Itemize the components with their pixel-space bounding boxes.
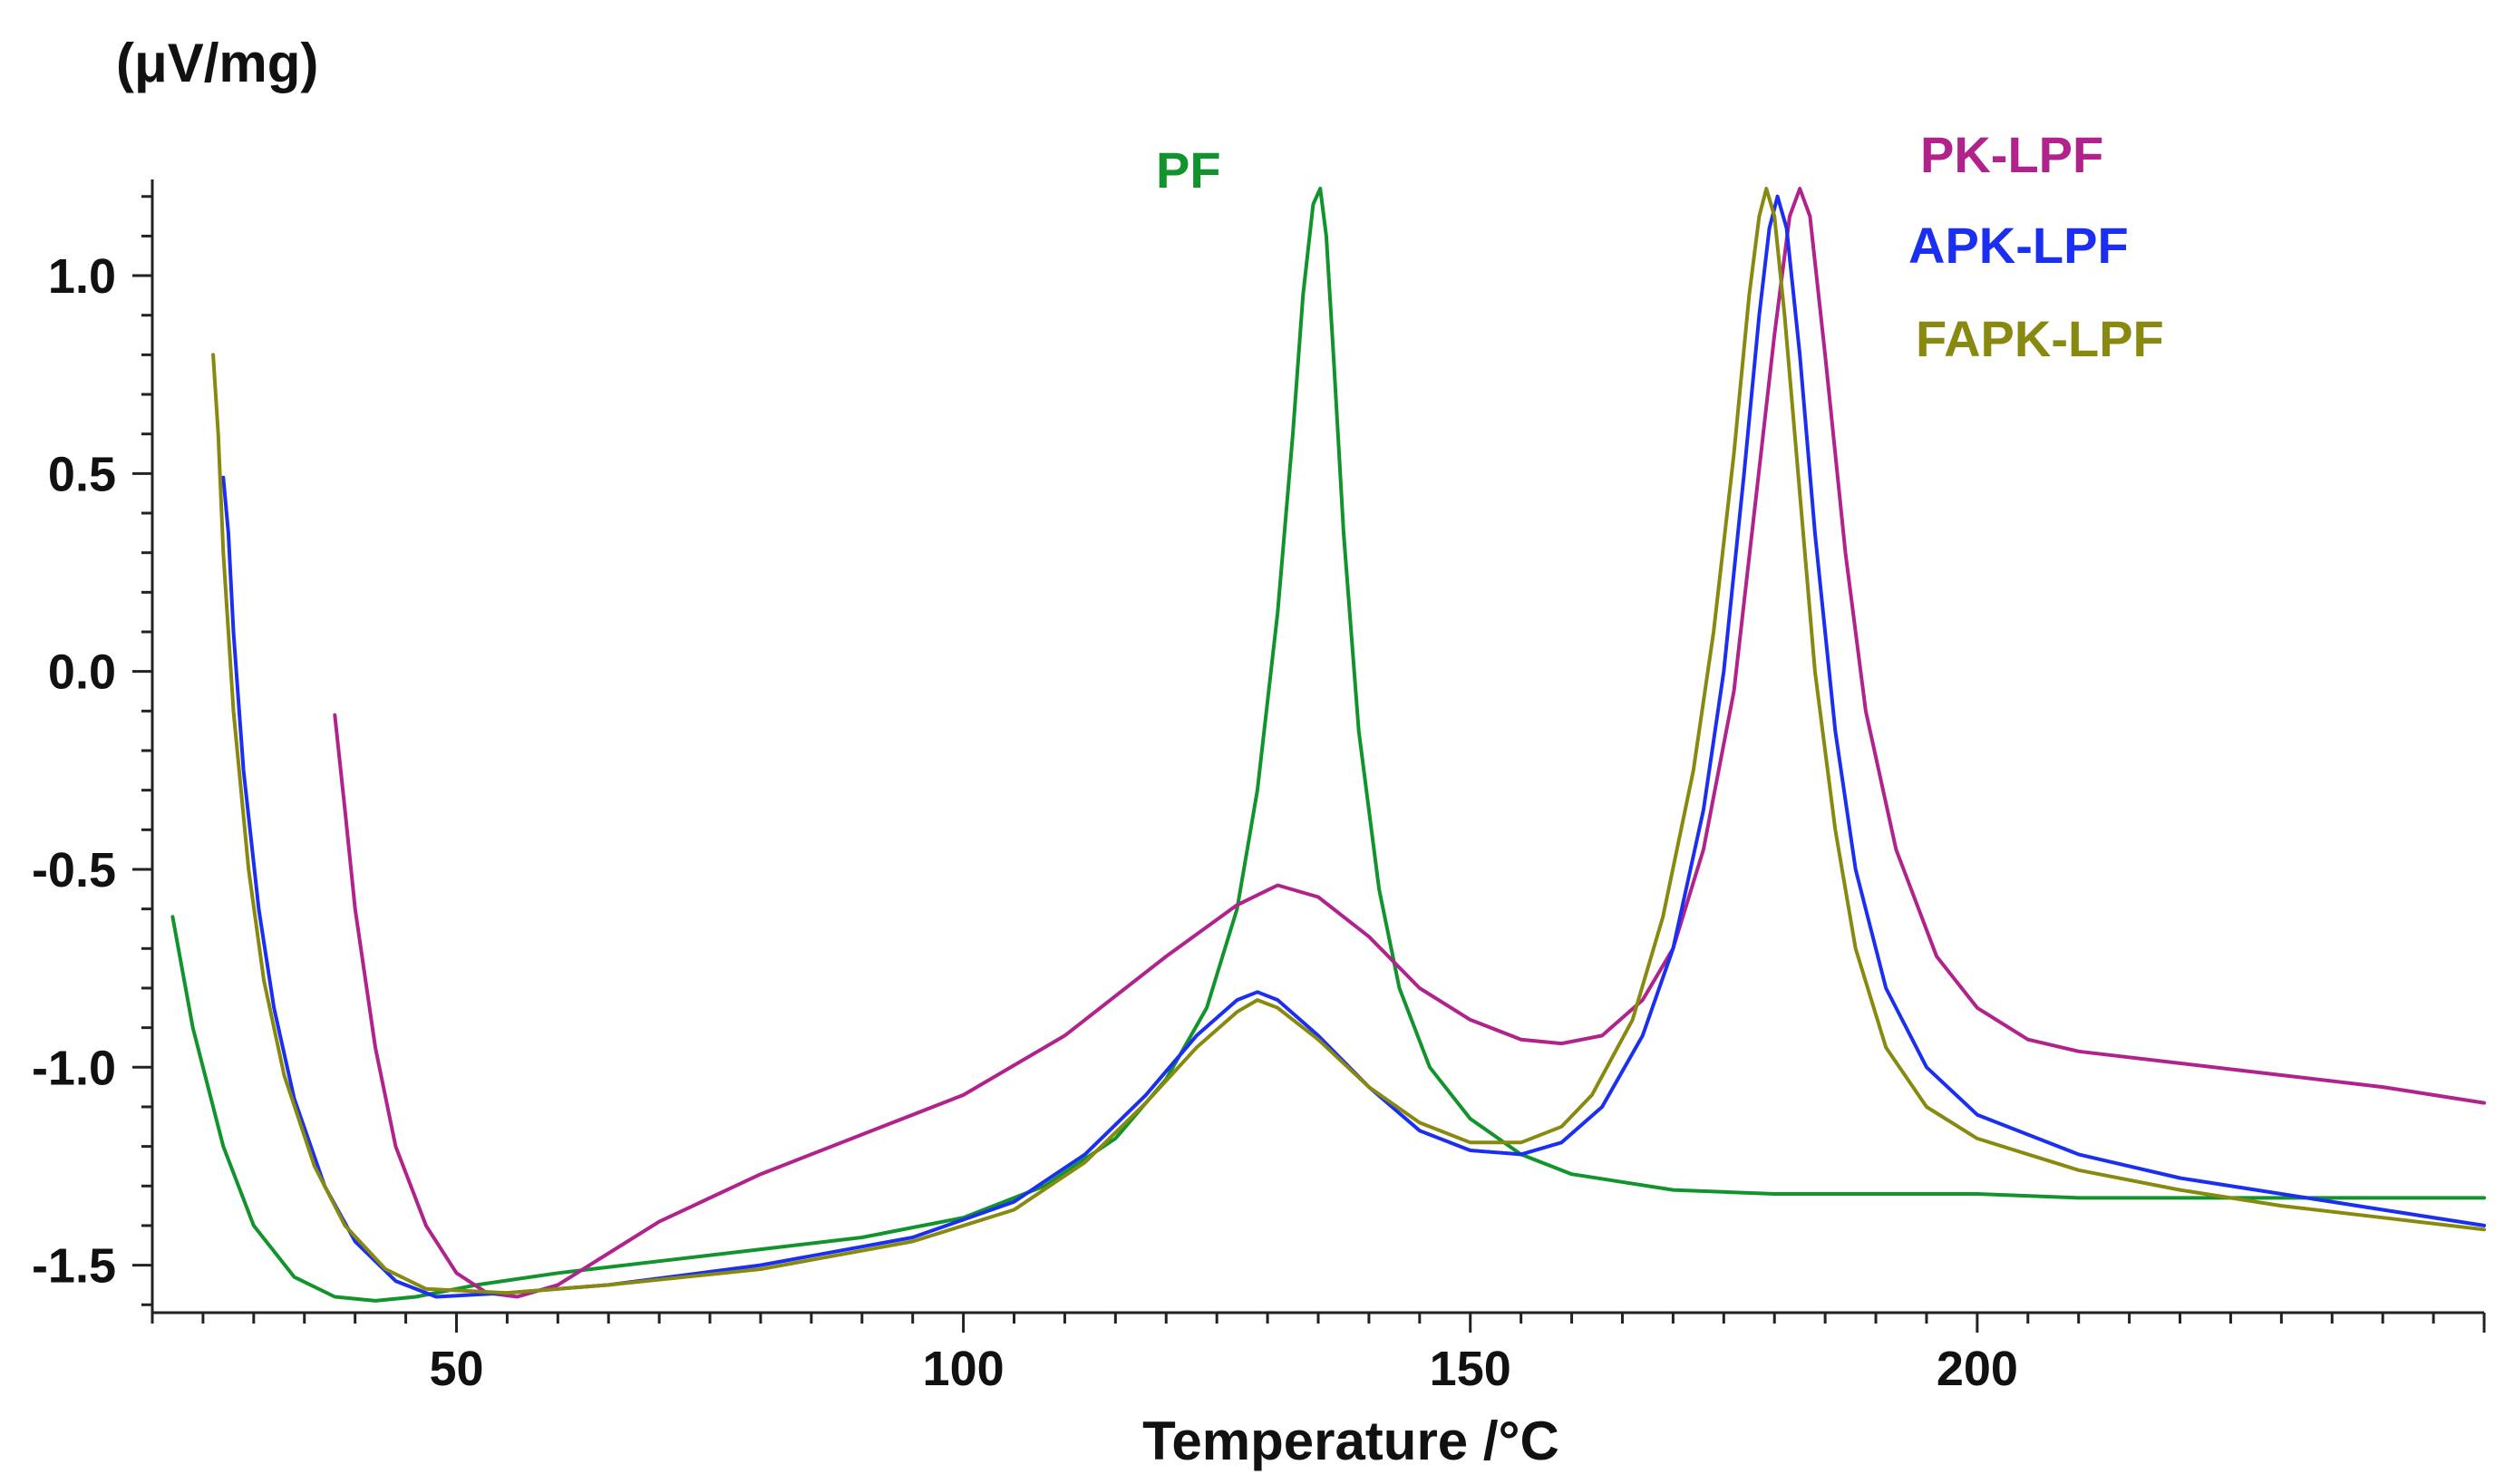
x-axis-title: Temperature /°C bbox=[1142, 1411, 1559, 1471]
y-tick-label: -0.5 bbox=[32, 843, 116, 897]
legend-entry-pk-lpf: PK-LPF bbox=[1920, 126, 2103, 183]
legend-entry-apk-lpf: APK-LPF bbox=[1908, 217, 2129, 274]
pf-series-annotation: PF bbox=[1156, 141, 1221, 199]
x-tick-label: 100 bbox=[923, 1342, 1005, 1396]
y-tick-label: -1.5 bbox=[32, 1239, 116, 1294]
series-line-apk-lpf bbox=[221, 194, 2486, 1299]
y-tick-label: 1.0 bbox=[48, 249, 116, 304]
y-axis-title: (μV/mg) bbox=[116, 33, 318, 93]
y-tick-label: 0.0 bbox=[48, 645, 116, 700]
y-tick-label: 0.5 bbox=[48, 447, 116, 501]
series-line-pk-lpf bbox=[333, 187, 2486, 1299]
x-tick-label: 150 bbox=[1430, 1342, 1511, 1396]
y-tick-label: -1.0 bbox=[32, 1041, 116, 1095]
series-line-fapk-lpf bbox=[211, 187, 2486, 1295]
ticks: 50 100 150 200 1.0 0.5 0.0 -0.5 -1.0 -1.5 bbox=[32, 195, 2486, 1396]
x-tick-label: 200 bbox=[1937, 1342, 2018, 1396]
series-line-pf bbox=[170, 187, 2486, 1303]
plot-lines bbox=[170, 187, 2486, 1303]
x-tick-label: 50 bbox=[429, 1342, 483, 1396]
legend-entry-fapk-lpf: FAPK-LPF bbox=[1916, 310, 2164, 367]
